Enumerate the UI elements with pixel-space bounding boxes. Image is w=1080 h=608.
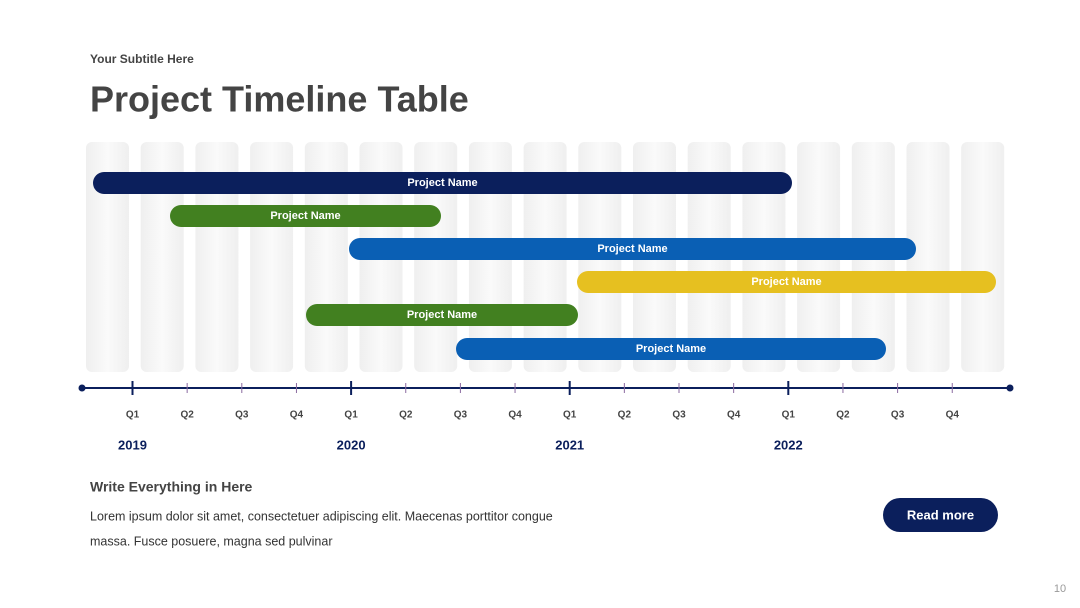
- task-bar: [93, 172, 792, 194]
- column: [906, 142, 950, 372]
- quarter-label: Q1: [344, 410, 358, 421]
- quarter-label: Q2: [618, 410, 632, 421]
- task-label: Project Name: [270, 210, 340, 222]
- page-number: 10: [1054, 583, 1066, 595]
- task-label: Project Name: [636, 343, 706, 355]
- column: [140, 142, 184, 372]
- task-bar: [170, 205, 441, 227]
- button-bg[interactable]: [883, 498, 998, 532]
- task-bars: Project Name Project Name Project Name Proj…: [93, 172, 996, 360]
- section-heading: Write Everything in Here: [90, 479, 253, 495]
- quarter-label: Q3: [672, 410, 686, 421]
- task-bar: [349, 238, 916, 260]
- column: [961, 142, 1005, 372]
- title: Project Timeline Table: [90, 79, 469, 120]
- column: [195, 142, 239, 372]
- quarter-label: Q2: [180, 410, 194, 421]
- subtitle: Your Subtitle Here: [90, 52, 194, 66]
- quarter-label: Q2: [836, 410, 850, 421]
- year-label: 2021: [555, 437, 584, 452]
- body-text: Lorem ipsum dolor sit amet, consectetuer…: [90, 509, 553, 523]
- quarter-label: Q2: [399, 410, 413, 421]
- axis-end: [78, 384, 86, 392]
- quarter-label: Q1: [126, 410, 140, 421]
- timeline-axis: Q1 Q2 Q3 Q4 Q1 Q2 Q3 Q4 Q1 Q2 Q3 Q4 Q1 Q2 Q3 Q4 2019 2020…: [78, 381, 1014, 452]
- read-more-button[interactable]: Read more: [883, 498, 998, 532]
- task-bar: [456, 338, 886, 360]
- quarter-label: Q1: [782, 410, 796, 421]
- axis-end: [1006, 384, 1014, 392]
- body-text: massa. Fusce posuere, magna sed pulvinar: [90, 534, 333, 548]
- year-label: 2019: [118, 437, 147, 452]
- task-label: Project Name: [751, 276, 821, 288]
- quarter-label: Q4: [508, 410, 522, 421]
- column: [86, 142, 129, 372]
- quarter-label: Q4: [946, 410, 960, 421]
- quarter-label: Q3: [235, 410, 249, 421]
- task-label: Project Name: [407, 177, 477, 189]
- quarter-label: Q3: [454, 410, 468, 421]
- quarter-label: Q3: [891, 410, 905, 421]
- quarter-label: Q4: [727, 410, 741, 421]
- task-label: Project Name: [407, 309, 477, 321]
- task-bar: [577, 271, 996, 293]
- button-label[interactable]: Read more: [907, 507, 974, 522]
- quarter-label: Q1: [563, 410, 577, 421]
- year-label: 2022: [774, 437, 803, 452]
- year-label: 2020: [337, 437, 366, 452]
- task-bar: [306, 304, 578, 326]
- column: [250, 142, 294, 372]
- quarter-label: Q4: [290, 410, 304, 421]
- task-label: Project Name: [597, 243, 667, 255]
